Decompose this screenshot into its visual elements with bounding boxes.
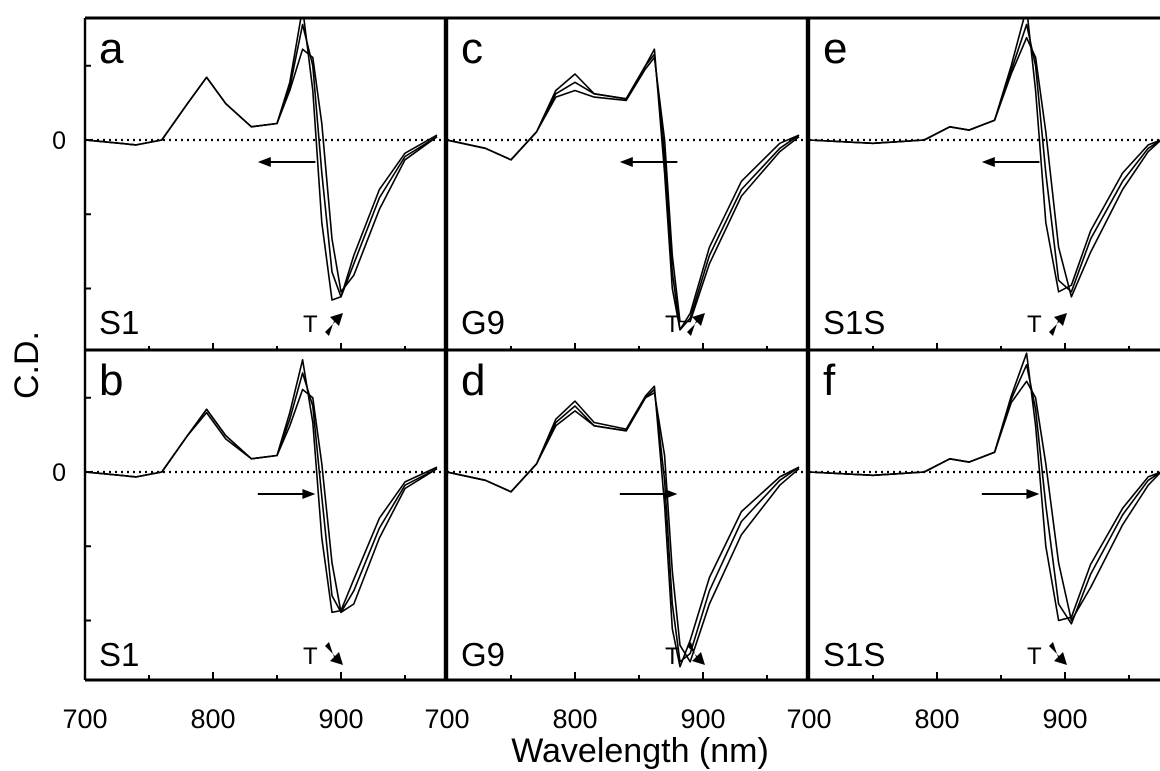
cd-series-line — [447, 392, 800, 663]
cd-series-line — [85, 388, 438, 614]
y-zero-tick-label: 0 — [52, 127, 66, 155]
t-label: T — [303, 311, 318, 338]
shift-arrow-head-icon — [302, 489, 316, 499]
sample-label: G9 — [461, 304, 505, 341]
x-tick-label: 800 — [552, 704, 597, 734]
x-tick-label: 800 — [190, 704, 235, 734]
panel-letter: c — [461, 24, 483, 73]
temperature-arrow-icon — [325, 313, 343, 336]
t-label: T — [1027, 311, 1042, 338]
t-label: T — [303, 643, 318, 670]
cd-series-line — [85, 359, 438, 614]
temperature-arrow-icon — [687, 642, 705, 665]
cd-series-line — [85, 48, 438, 293]
x-tick-label: 900 — [318, 704, 363, 734]
panel-letter: f — [823, 356, 836, 405]
sample-label: G9 — [461, 636, 505, 673]
t-label: T — [665, 643, 680, 670]
shift-arrow-head-icon — [1026, 489, 1040, 499]
x-tick-label: 700 — [62, 704, 107, 734]
cd-series-line — [447, 53, 800, 331]
cd-series-line — [85, 372, 438, 614]
sample-label: S1S — [823, 636, 885, 673]
x-axis-title: Wavelength (nm) — [511, 732, 769, 770]
temperature-arrow-icon — [1049, 642, 1067, 665]
cd-series-line — [809, 23, 1160, 293]
cd-series-line — [85, 18, 438, 301]
cd-series-line — [809, 380, 1160, 622]
shift-arrow-head-icon — [257, 157, 271, 167]
x-tick-label: 900 — [1042, 704, 1087, 734]
cd-series-line — [447, 56, 800, 323]
y-axis-title: C.D. — [8, 331, 46, 399]
sample-label: S1 — [99, 304, 139, 341]
t-label: T — [1027, 643, 1042, 670]
cd-series-line — [85, 23, 438, 298]
cd-series-line — [447, 385, 800, 668]
shift-arrow-head-icon — [981, 157, 995, 167]
temperature-arrow-icon — [687, 313, 705, 336]
x-tick-label: 800 — [914, 704, 959, 734]
x-tick-label: 900 — [680, 704, 725, 734]
t-label: T — [665, 311, 680, 338]
panel-letter: b — [99, 356, 123, 405]
sample-label: S1 — [99, 636, 139, 673]
panel-letter: d — [461, 356, 485, 405]
x-tick-label: 700 — [786, 704, 831, 734]
panel-letter: e — [823, 24, 847, 73]
cd-series-line — [809, 352, 1160, 622]
cd-series-line — [447, 388, 800, 663]
shift-arrow-head-icon — [619, 157, 633, 167]
temperature-arrow-icon — [1049, 313, 1067, 336]
y-zero-tick-label: 0 — [52, 459, 66, 487]
cd-series-line — [809, 18, 1160, 293]
sample-label: S1S — [823, 304, 885, 341]
shift-arrow-head-icon — [664, 489, 678, 499]
panel-letter: a — [99, 24, 124, 73]
temperature-arrow-icon — [325, 642, 343, 665]
cd-series-line — [809, 36, 1160, 298]
x-tick-label: 700 — [424, 704, 469, 734]
